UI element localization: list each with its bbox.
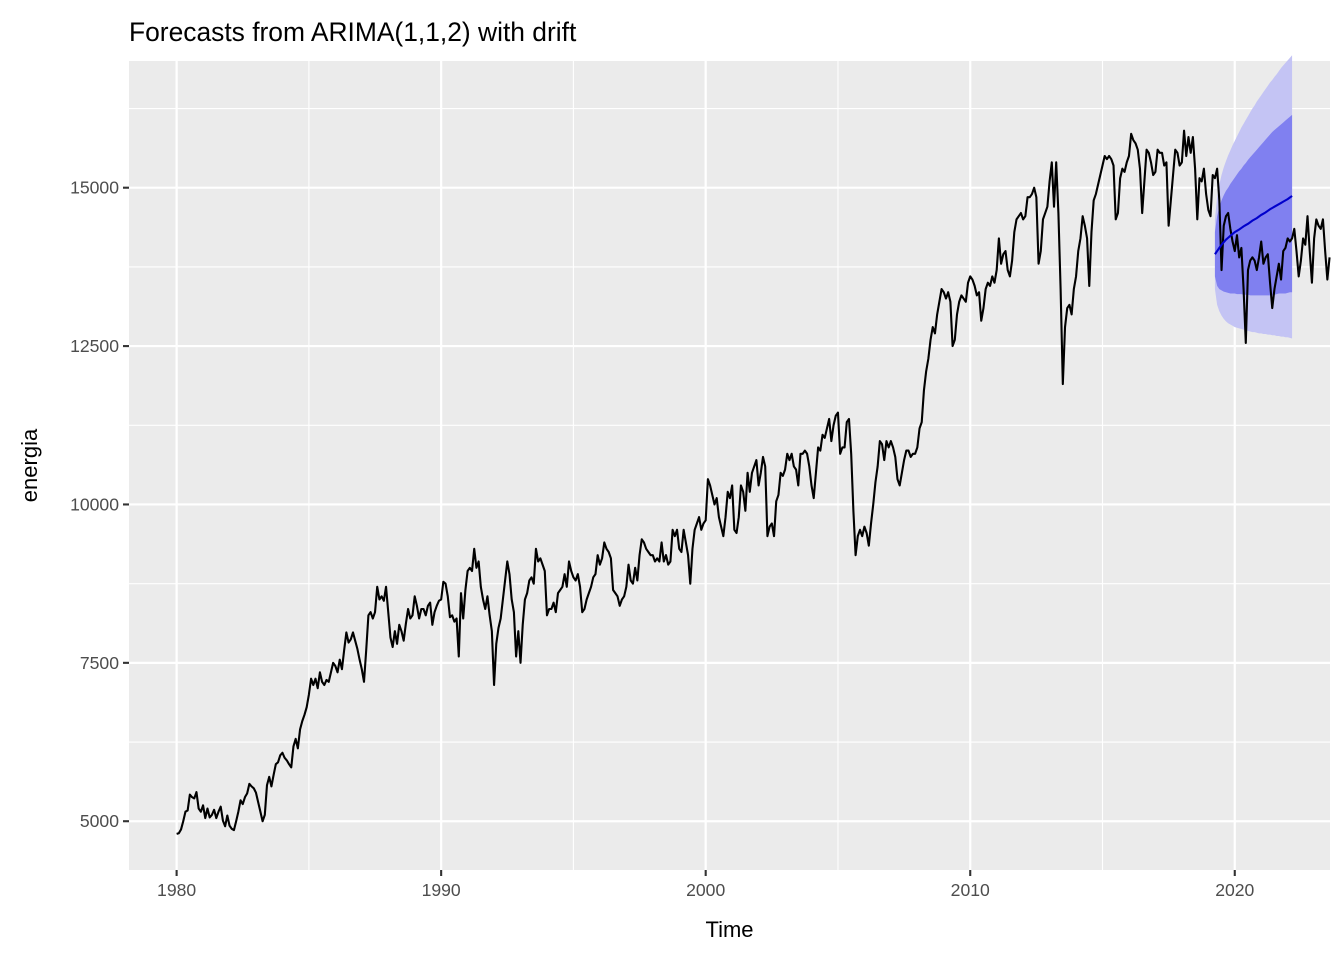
y-axis-ticks: 5000 7500 10000 12500 15000 xyxy=(70,178,129,831)
forecast-mean-group xyxy=(1214,195,1293,255)
x-tick-label: 1980 xyxy=(157,880,196,900)
y-tick-label: 12500 xyxy=(70,336,119,356)
y-tick-label: 10000 xyxy=(70,494,119,514)
x-tick-label: 2010 xyxy=(951,880,990,900)
y-tick-label: 15000 xyxy=(70,178,119,198)
y-axis-title: energia xyxy=(17,428,42,502)
major-gridlines xyxy=(129,61,1330,870)
observed-series-line xyxy=(176,129,1331,835)
y-tick-label: 7500 xyxy=(80,653,119,673)
observed-series-group xyxy=(176,129,1331,835)
minor-gridlines xyxy=(129,61,1330,870)
plot-panel xyxy=(129,61,1330,870)
chart-title: Forecasts from ARIMA(1,1,2) with drift xyxy=(129,17,577,47)
x-tick-label: 2020 xyxy=(1215,880,1254,900)
x-axis-title: Time xyxy=(705,917,753,942)
forecast-mean-line xyxy=(1214,195,1293,255)
x-tick-label: 1990 xyxy=(422,880,461,900)
y-tick-label: 5000 xyxy=(80,811,119,831)
x-axis-ticks: 1980 1990 2000 2010 2020 xyxy=(157,870,1255,900)
x-tick-label: 2000 xyxy=(686,880,725,900)
